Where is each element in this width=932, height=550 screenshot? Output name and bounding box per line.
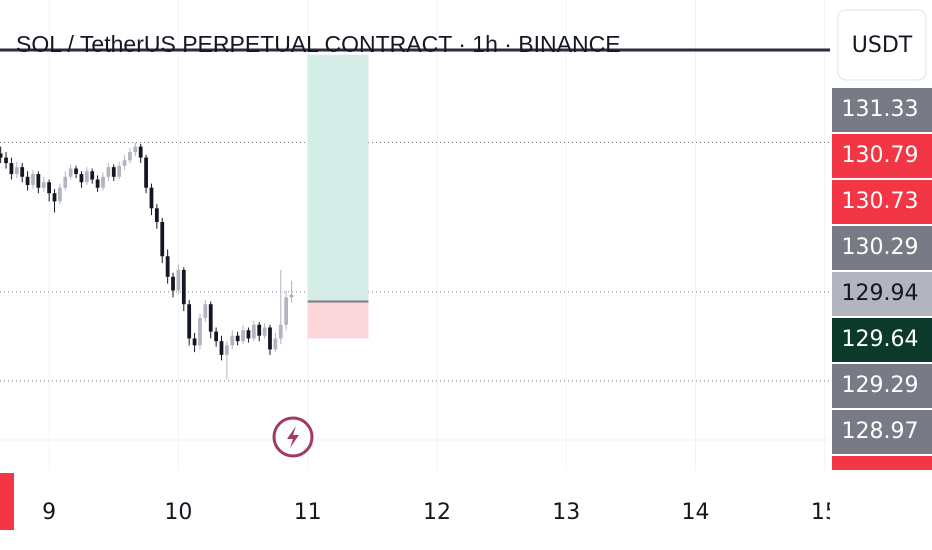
candle-body [165,256,170,277]
candle-body [289,294,294,298]
candle-body [187,304,192,339]
candle-body [41,182,46,188]
candle-body [14,167,19,175]
candle-body [284,297,289,325]
price-axis: 131.33 130.79 130.73 130.29 129.94 129.64 129.… [832,88,932,454]
candle-body [68,168,73,177]
hidden-price-label [832,456,932,470]
profit-zone [307,54,369,302]
candle-body [176,269,181,291]
candle-body [128,152,132,161]
candle-body [63,176,68,188]
candle-body [149,187,154,209]
price-label-box [832,364,932,408]
candle-body [257,324,262,336]
price-label-box [832,410,932,454]
price-label: 130.73 [842,189,919,214]
price-label: 129.94 [842,281,919,306]
candle-body [9,163,14,175]
price-label: 131.33 [842,97,919,122]
candle-body [117,165,122,177]
candle-body [171,276,175,291]
price-label: 129.64 [842,327,919,352]
candle-body [278,324,283,339]
candle-body [268,327,272,350]
candle-body [58,187,62,202]
candle-body [31,174,35,185]
candle-body [225,345,229,355]
candle-body [241,330,245,342]
candle-body [74,168,78,175]
price-label-box [832,134,932,178]
candle-body [230,335,235,346]
candle-body [4,157,8,164]
candle-body [154,208,159,222]
x-tick-label: 13 [552,500,580,525]
candle-body [84,171,89,183]
price-label: 129.29 [842,373,919,398]
candle-body [47,182,52,194]
x-tick-label: 9 [42,500,56,525]
price-label-box [832,226,932,270]
plot-area [0,54,830,382]
currency-button[interactable] [837,9,927,81]
x-tick-label: 15 [811,500,839,525]
loss-zone [307,301,369,339]
x-tick-label: 12 [423,500,451,525]
candle-body [251,324,256,339]
price-label-box [832,180,932,224]
candle-body [79,174,84,183]
candle-body [25,176,30,185]
price-label-box [832,88,932,132]
candle-body [106,167,111,177]
candle-body [95,179,100,188]
candle-body [181,269,186,305]
candle-body [192,338,197,346]
x-tick-label: 11 [294,500,322,525]
chart-title: SOL / TetherUS PERPETUAL CONTRACT · 1h ·… [16,31,621,57]
candle-body [0,153,3,158]
candle-body [203,304,208,318]
candle-body [52,193,57,202]
candle-body [262,327,267,336]
candle-body [138,146,143,158]
range-marker [0,473,14,530]
candle-body [122,160,127,166]
candle-body [90,171,95,180]
price-label-box [832,272,932,316]
x-axis: 9 10 11 12 13 14 15 [42,500,839,525]
candle-body [214,331,219,342]
candle-body [160,221,165,257]
candle-body [219,341,224,355]
candle-body [198,317,202,346]
candle-body [111,167,116,177]
candle-body [273,338,278,350]
currency-label: USDT [852,33,913,58]
candle-body [235,335,240,342]
price-label: 130.29 [842,235,919,260]
price-label: 130.79 [842,143,919,168]
candle-body [20,167,25,177]
candle-body [101,176,105,188]
candle-body [208,304,213,332]
candle-body [36,174,41,188]
candle-body [133,146,138,153]
candle-body [144,157,148,188]
price-label-box [832,318,932,362]
price-label: 128.97 [842,419,919,444]
x-tick-label: 14 [682,500,710,525]
event-icon[interactable] [272,416,314,458]
candle-body [246,330,251,339]
x-tick-label: 10 [164,500,192,525]
